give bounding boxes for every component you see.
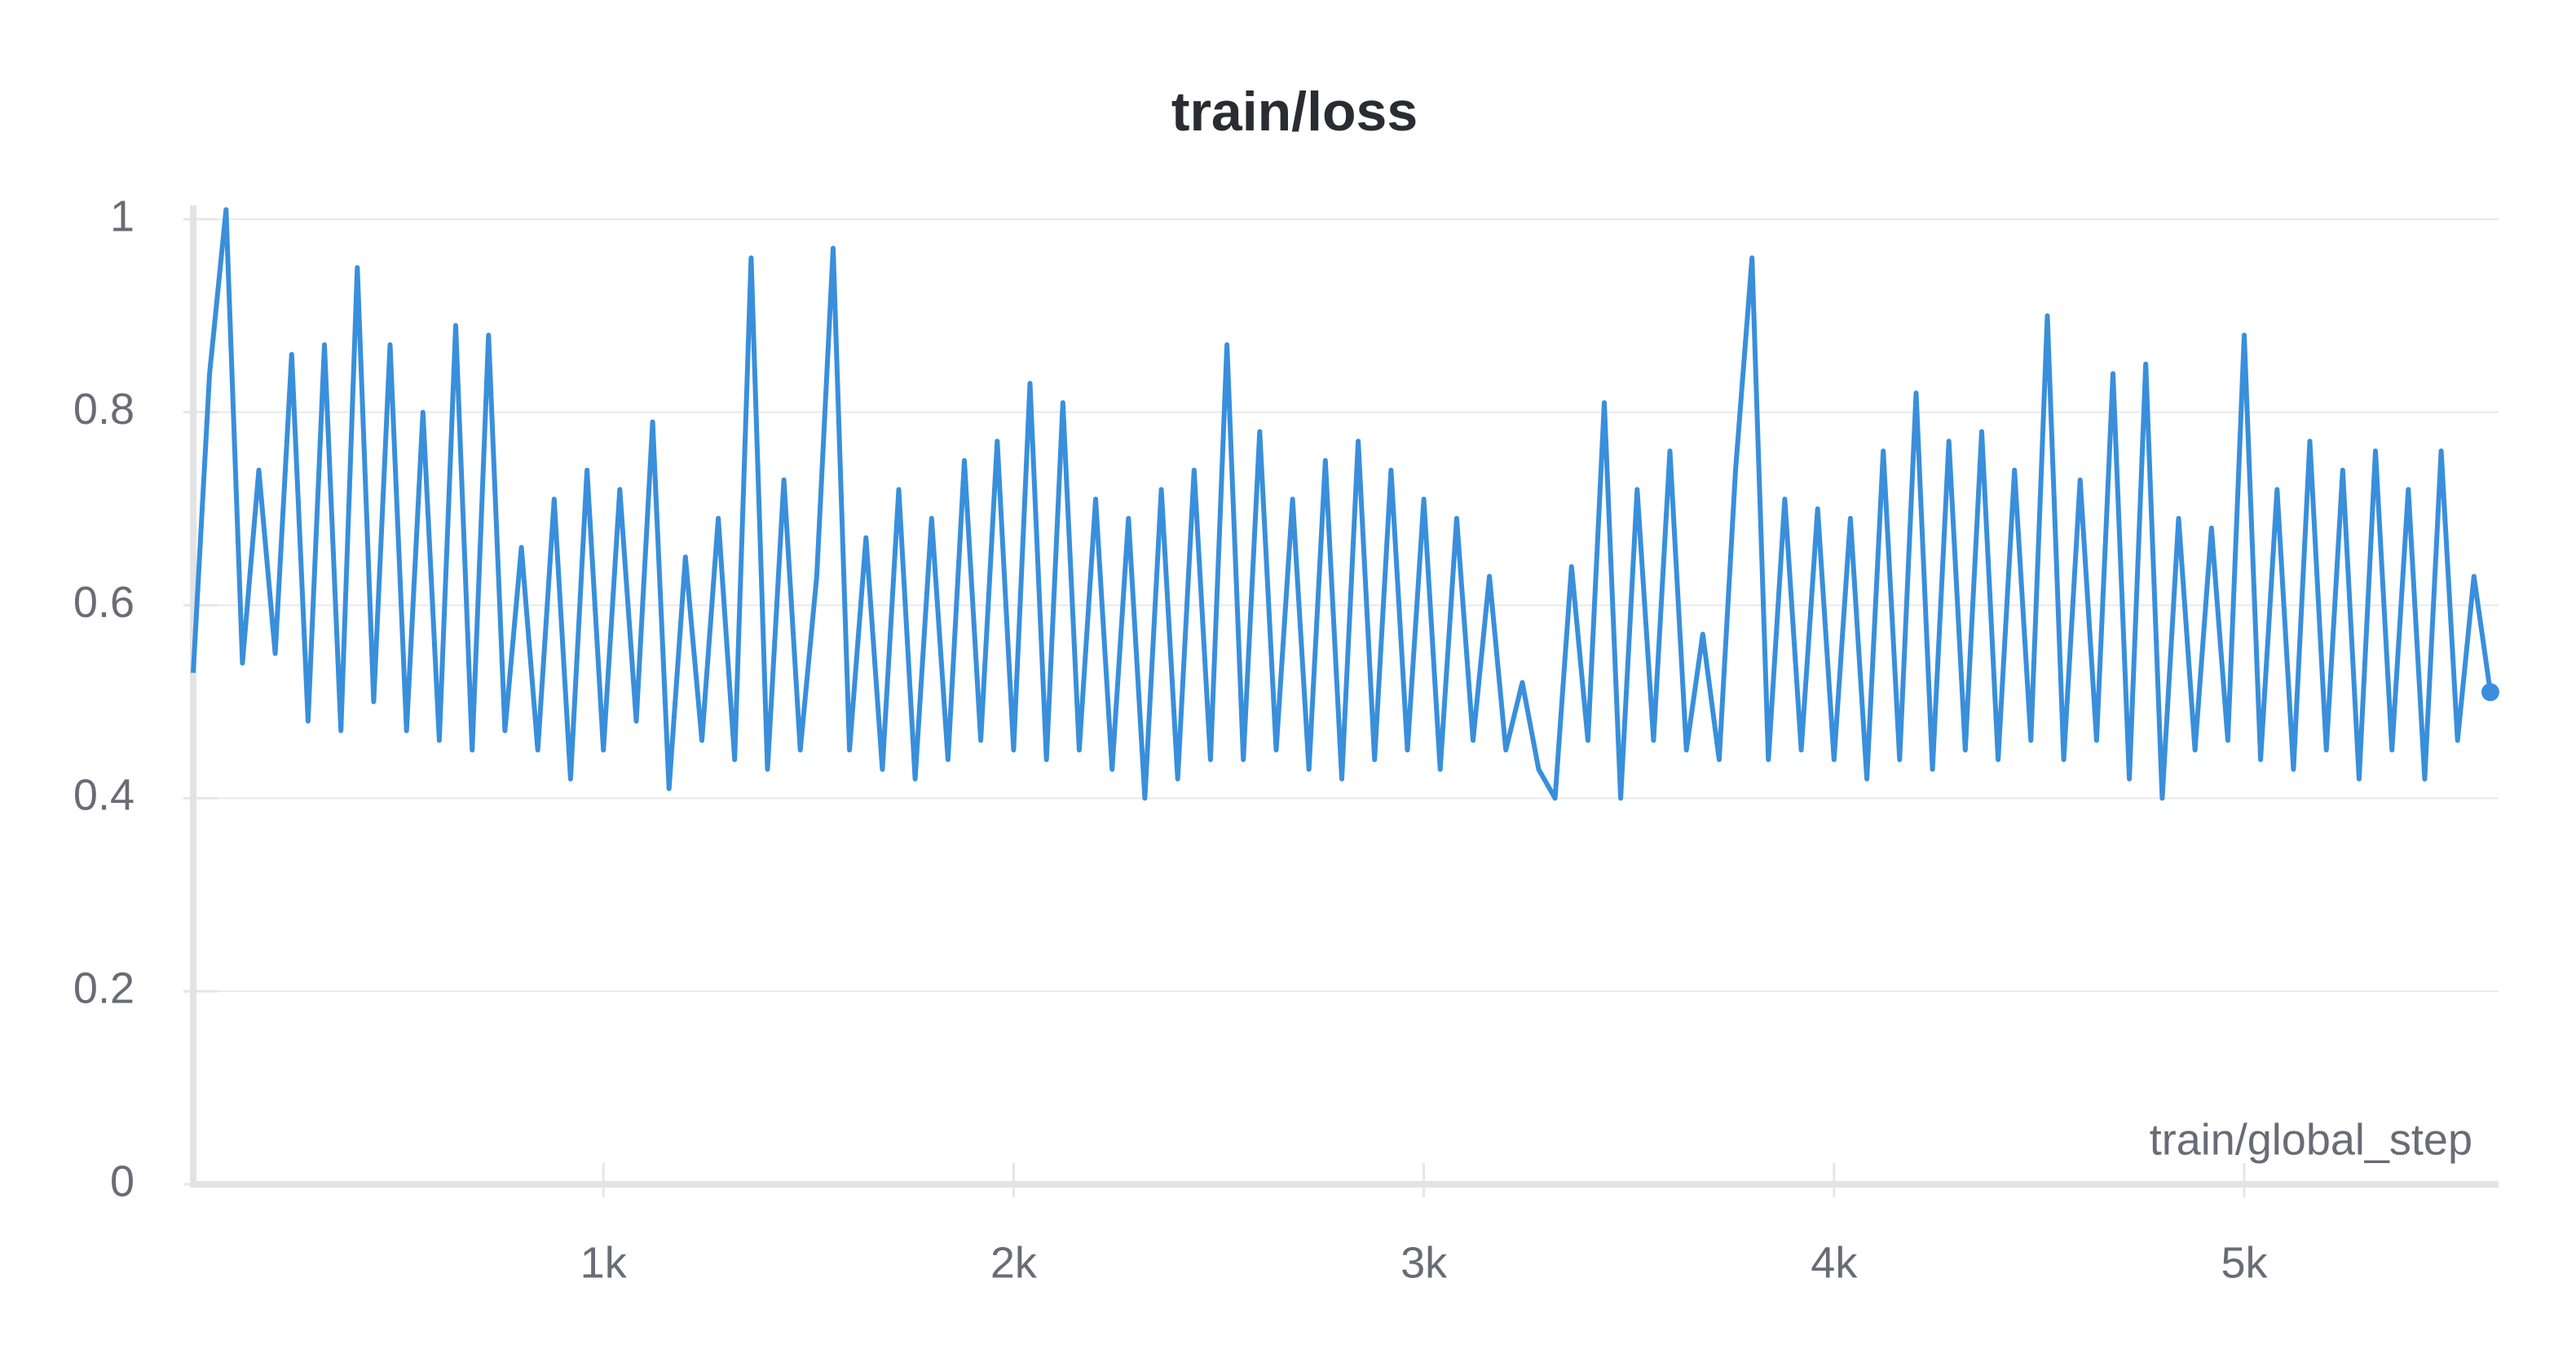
data-line [191,207,2493,801]
y-tick-label: 1 [110,192,135,240]
x-tick-label: 4k [1811,1238,1858,1287]
x-tick-label: 1k [580,1238,628,1287]
y-tick-label: 0.6 [73,578,135,627]
x-tick-label: 3k [1400,1238,1448,1287]
x-tick-label: 2k [990,1238,1038,1287]
y-tick-label: 0.2 [73,963,135,1012]
x-axis-label: train/global_step [2150,1115,2472,1164]
y-tick-label: 0.4 [73,771,135,820]
end-point [2481,683,2499,702]
y-tick-label: 0.8 [73,385,135,434]
x-tick-label: 5k [2221,1238,2268,1287]
chart-title: train/loss [1171,81,1418,143]
y-tick-label: 0 [110,1157,135,1205]
